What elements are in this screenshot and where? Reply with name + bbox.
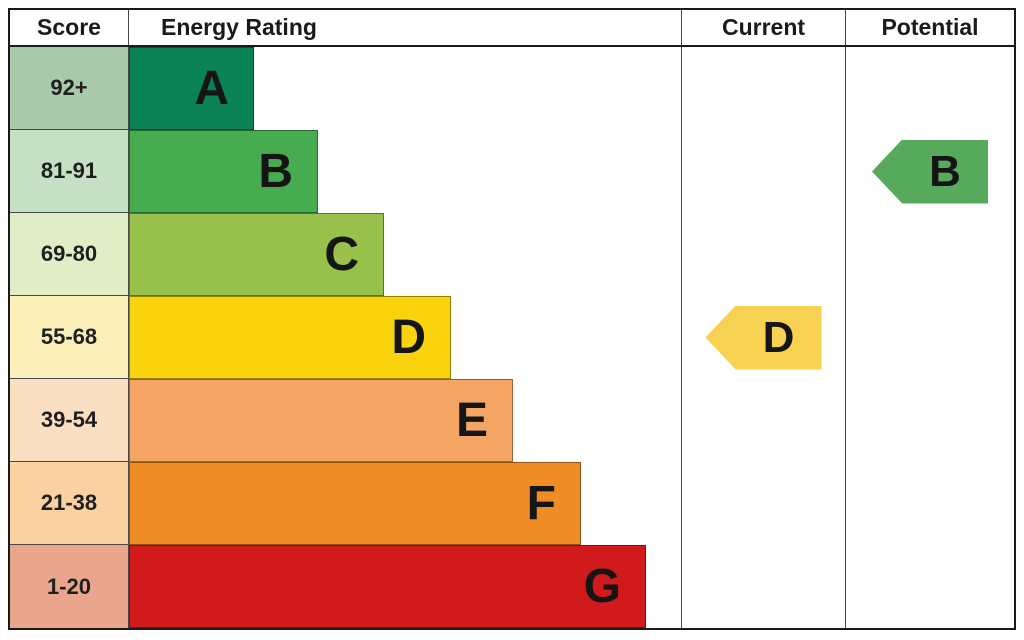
potential-cell-f [845,462,1014,545]
rating-bar-f: F [129,462,581,545]
rating-letter-g: G [583,559,621,613]
current-cell-b [681,130,845,213]
current-rating-letter: D [762,312,795,362]
current-cell-d: D [681,296,845,379]
bar-area-a: A [129,47,681,130]
rating-row-c: 69-80 C [10,213,1014,296]
rating-letter-b: B [258,144,293,198]
rating-letter-a: A [194,61,229,115]
rating-row-d: 55-68 D D [10,296,1014,379]
score-range-g: 1-20 [10,545,129,628]
table-header: Score Energy Rating Current Potential [10,10,1014,47]
bar-area-e: E [129,379,681,462]
current-cell-g [681,545,845,628]
current-cell-a [681,47,845,130]
rating-bar-c: C [129,213,384,296]
score-range-c: 69-80 [10,213,129,296]
rating-bar-d: D [129,296,451,379]
score-range-b: 81-91 [10,130,129,213]
rating-letter-f: F [526,476,556,530]
current-cell-c [681,213,845,296]
rating-bar-g: G [129,545,646,628]
rating-row-a: 92+ A [10,47,1014,130]
rating-letter-e: E [455,393,488,447]
bar-area-f: F [129,462,681,545]
potential-cell-a [845,47,1014,130]
potential-rating-letter: B [929,146,961,196]
score-range-a: 92+ [10,47,129,130]
rating-row-f: 21-38 F [10,462,1014,545]
bar-area-c: C [129,213,681,296]
rating-letter-d: D [391,310,426,364]
current-column-header: Current [681,10,845,45]
current-cell-f [681,462,845,545]
rating-letter-c: C [324,227,359,281]
potential-cell-e [845,379,1014,462]
score-column-header: Score [10,10,129,45]
rating-bar-a: A [129,47,254,130]
potential-cell-g [845,545,1014,628]
energy-rating-column-header: Energy Rating [161,14,317,40]
epc-rating-table: Score Energy Rating Current Potential 92… [8,8,1016,630]
bar-area-d: D [129,296,681,379]
current-cell-e [681,379,845,462]
potential-rating-arrow: B [872,139,988,204]
bar-area-g: G [129,545,681,628]
score-range-e: 39-54 [10,379,129,462]
rating-row-e: 39-54 E [10,379,1014,462]
score-range-f: 21-38 [10,462,129,545]
potential-cell-c [845,213,1014,296]
rating-bar-e: E [129,379,513,462]
bar-area-b: B [129,130,681,213]
potential-cell-d [845,296,1014,379]
potential-column-header: Potential [845,10,1014,45]
rating-row-b: 81-91 B B [10,130,1014,213]
rating-row-g: 1-20 G [10,545,1014,628]
score-range-d: 55-68 [10,296,129,379]
current-rating-arrow: D [705,305,822,370]
potential-cell-b: B [845,130,1014,213]
rating-bar-b: B [129,130,318,213]
